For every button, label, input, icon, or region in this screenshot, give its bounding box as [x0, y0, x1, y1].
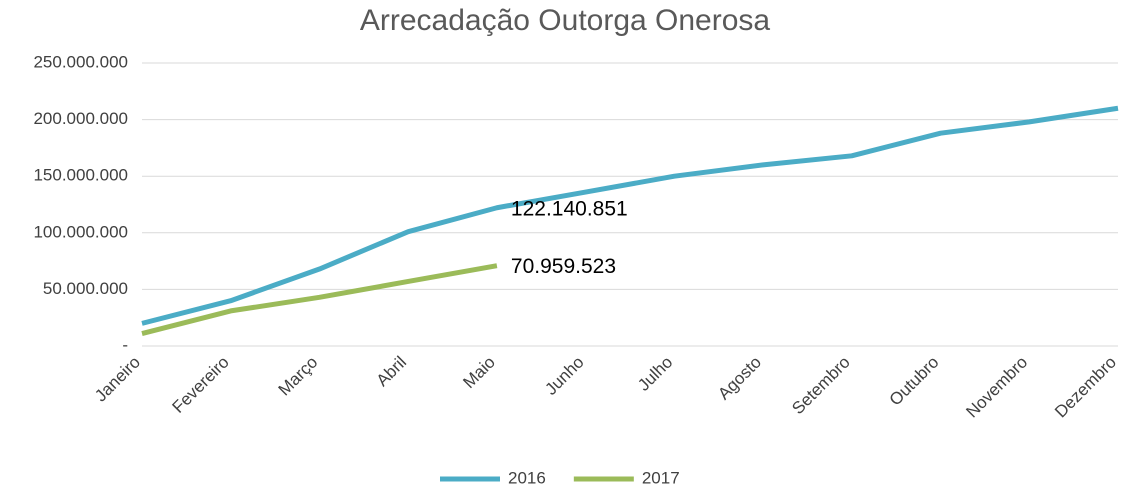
x-tick-label: Dezembro [1051, 353, 1120, 422]
y-tick-label: 200.000.000 [33, 109, 128, 128]
x-tick-label: Novembro [962, 353, 1031, 422]
x-tick-label: Outubro [886, 353, 943, 410]
x-tick-label: Setembro [788, 353, 854, 419]
x-tick-label: Abril [373, 353, 410, 390]
line-series [141, 105, 1119, 326]
legend-label: 2016 [508, 468, 546, 487]
line-series [141, 263, 498, 336]
x-tick-label: Junho [541, 353, 587, 399]
data-label: 70.959.523 [511, 255, 616, 278]
y-tick-label: - [122, 335, 128, 354]
x-tick-label: Maio [459, 353, 498, 392]
chart-title: Arrecadação Outorga Onerosa [360, 4, 771, 37]
x-tick-label: Fevereiro [169, 353, 233, 417]
y-tick-label: 100.000.000 [33, 222, 128, 241]
y-tick-label: 50.000.000 [43, 279, 128, 298]
x-tick-label: Julho [634, 353, 676, 395]
legend-label: 2017 [642, 468, 680, 487]
x-tick-label: Janeiro [91, 353, 144, 406]
x-tick-label: Março [275, 353, 322, 400]
x-tick-label: Agosto [714, 353, 765, 404]
y-tick-label: 150.000.000 [33, 166, 128, 185]
y-tick-label: 250.000.000 [33, 52, 128, 71]
data-label: 122.140.851 [511, 197, 628, 220]
